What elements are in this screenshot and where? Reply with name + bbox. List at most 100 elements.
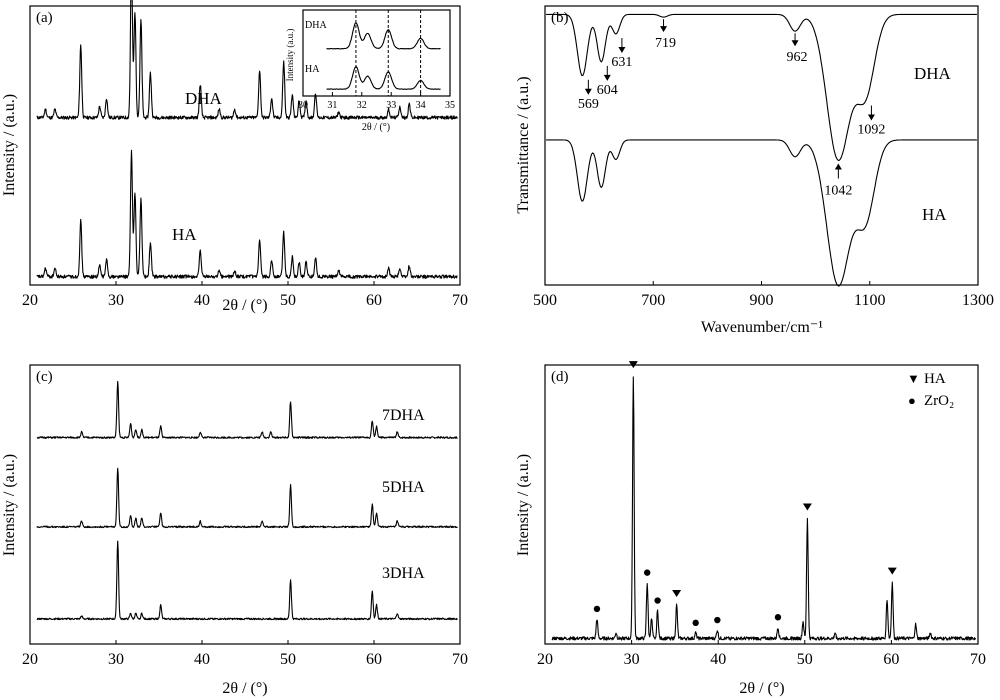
panel-c-tick-label-50: 50 [280,651,296,668]
panel-c-tick-label-30: 30 [108,651,124,668]
annotation-arrowhead-631 [618,47,626,54]
inset-curve-ha [326,66,441,90]
panel-d-tick-label-70: 70 [970,651,986,668]
panel-d-markers [593,361,897,627]
inset-series-label-ha: HA [305,64,320,75]
inset-x-axis: 30 31 32 33 34 35 [298,92,455,111]
annotation-arrowhead-604 [603,74,611,81]
inset-series-label-dha: DHA [305,20,327,31]
zro2-marker-31.8 [643,569,651,576]
panel-a-series-label-ha: HA [172,225,197,244]
panel-c-tick-label-70: 70 [452,651,468,668]
panel-b: (b) Transmittance / (a.u.) Wavenumber/cm… [515,5,994,336]
zro2-marker-46.9 [774,614,782,621]
panel-a-series-label-dha: DHA [185,89,223,108]
zro2-marker-37.4 [692,619,699,627]
panel-d-xlabel: 2θ / (°) [739,680,784,697]
legend-ha-symbol: ▼ [907,371,920,386]
panel-c-series-label-3dha: 3DHA [382,565,425,582]
panel-a-tick-label-70: 70 [452,292,468,309]
panel-b-x-axis: 500 700 900 1100 1300 [533,281,994,309]
inset-tick-label-32: 32 [357,100,367,111]
panel-d-x-axis: 20 30 40 50 60 70 [537,640,986,668]
panel-b-series-label-dha: DHA [914,64,952,83]
panel-d-tick-label-50: 50 [797,651,813,668]
panel-a-series [36,0,458,279]
panel-d-tick-label-60: 60 [883,651,899,668]
panel-b-label: (b) [551,10,569,26]
panel-a-x-axis: 20 30 40 50 60 70 [22,281,468,309]
annotation-arrowhead-719 [660,26,668,33]
panel-b-tick-label-700: 700 [641,292,665,309]
panel-a-curve-dha [36,0,458,120]
panel-d-label: (d) [551,369,569,385]
inset-reference-lines [355,10,422,96]
panel-c-series-label-5dha: 5DHA [382,479,425,496]
inset-ylabel: Intensity (a.u.) [285,29,295,82]
panel-a-tick-label-30: 30 [108,292,124,309]
panel-a-tick-label-40: 40 [194,292,210,309]
inset-tick-label-35: 35 [445,100,455,111]
panel-a-tick-label-50: 50 [280,292,296,309]
panel-b-tick-label-1100: 1100 [854,292,885,309]
panel-a-label: (a) [36,10,53,26]
inset-frame [302,9,451,97]
panel-c-x-axis: 20 30 40 50 60 70 [22,640,468,668]
panel-c-label: (c) [36,369,53,385]
panel-d: (d) Intensity / (a.u.) 2θ / (°) 20 30 40 50… [515,361,986,697]
panel-c-tick-label-20: 20 [22,651,38,668]
panel-b-series [546,13,977,287]
panel-c-tick-label-40: 40 [194,651,210,668]
panel-b-curve-ha [546,139,977,287]
annotation-label-1042: 1042 [824,183,852,198]
panel-a-tick-label-60: 60 [366,292,382,309]
annotation-label-631: 631 [611,55,632,70]
zro2-marker-26 [593,605,601,613]
panel-b-frame [544,5,979,286]
annotation-label-719: 719 [655,36,676,51]
inset-curve-dha [326,22,441,50]
panel-c-curve-7dha [36,380,458,439]
panel-a-inset: 30 31 32 33 34 35 DHA HA Intensity (a.u.) 2θ … [285,9,455,133]
annotation-label-604: 604 [597,83,618,98]
panel-b-series-label-ha: HA [922,205,947,224]
panel-a-curve-ha [36,149,458,279]
zro2-marker-39.9 [714,616,721,624]
panel-b-curve-dha [546,13,977,162]
ha-marker-60.1 [887,567,897,575]
inset-series [326,22,441,90]
panel-d-series [551,376,976,641]
legend-ha-label: HA [924,371,946,387]
panel-c-frame [29,364,461,645]
panel-d-curve [551,376,976,641]
panel-d-tick-label-30: 30 [624,651,640,668]
ha-marker-50.3 [802,503,812,511]
annotation-label-962: 962 [787,50,808,65]
annotation-arrowhead-1092 [867,114,875,121]
annotation-label-569: 569 [578,97,599,112]
panel-a-tick-label-20: 20 [22,292,38,309]
panel-b-tick-label-1300: 1300 [962,292,994,309]
annotation-arrowhead-569 [584,88,592,95]
panel-d-legend: ▼ HA ● ZrO₂ [907,371,954,409]
panel-d-ylabel: Intensity / (a.u.) [515,454,532,556]
panel-b-tick-label-500: 500 [533,292,557,309]
panel-a: (a) Intensity / (a.u.) 2θ / (°) 20 30 40 50… [1,0,468,314]
annotation-arrowhead-962 [791,40,799,47]
panel-a-frame [29,5,461,286]
panel-d-tick-label-20: 20 [537,651,553,668]
panel-c-ylabel: Intensity / (a.u.) [1,454,18,556]
inset-tick-label-34: 34 [416,100,426,111]
panel-a-xlabel: 2θ / (°) [222,297,267,314]
panel-c-curve-5dha [36,467,458,529]
inset-xlabel: 2θ / (°) [362,122,390,133]
panel-b-ylabel: Transmittance / (a.u.) [515,76,532,213]
legend-zro2-label: ZrO₂ [924,393,954,409]
panel-d-tick-label-40: 40 [710,651,726,668]
inset-tick-label-30: 30 [298,100,308,111]
inset-tick-label-33: 33 [386,100,396,111]
legend-zro2-symbol: ● [908,393,916,408]
annotation-label-1092: 1092 [857,123,885,138]
